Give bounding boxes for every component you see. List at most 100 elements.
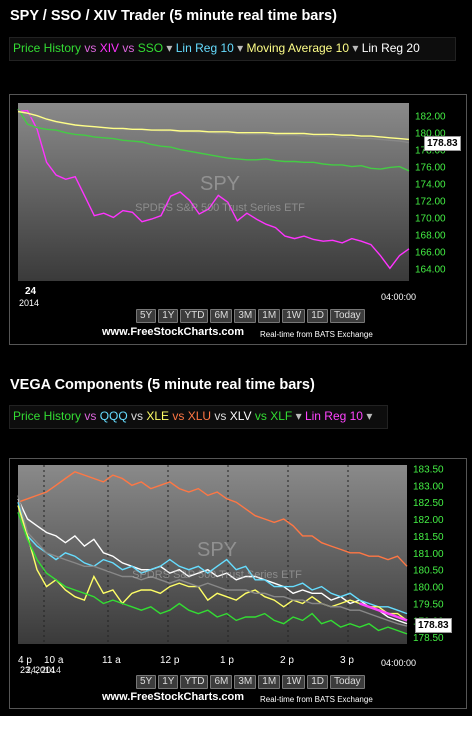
y-tick-label: 166.00: [415, 247, 446, 258]
x-tick-label: 2 p: [280, 655, 294, 666]
timeframe-button-1d[interactable]: 1D: [307, 675, 328, 689]
panel1-brand[interactable]: www.FreeStockCharts.com: [102, 326, 245, 338]
panel2-legend-item: XLE: [146, 409, 170, 423]
timeframe-button-ytd[interactable]: YTD: [180, 675, 209, 689]
panel1-legend-item: SSO: [137, 41, 164, 55]
panel1-legend-item: vs: [81, 41, 100, 55]
timeframe-button-1m[interactable]: 1M: [258, 675, 281, 689]
y-tick-label: 178.00: [415, 146, 446, 157]
panel1-legend-item: Lin Reg 20: [361, 41, 420, 55]
y-tick-label: 168.00: [415, 230, 446, 241]
panel1-legend-item: XIV: [99, 41, 120, 55]
panel2-legend-item: QQQ: [99, 409, 128, 423]
series-line-lin-reg-10: [359, 602, 408, 622]
series-line-xle: [17, 505, 408, 621]
timeframe-button-5y[interactable]: 5Y: [136, 675, 157, 689]
y-tick-label: 180.00: [413, 583, 444, 594]
y-tick-label: 182.00: [415, 112, 446, 123]
y-tick-label: 182.00: [413, 515, 444, 526]
panel2-legend-item: vs: [211, 409, 230, 423]
panel1-date-label: 24: [25, 286, 37, 297]
timeframe-button-today[interactable]: Today: [329, 309, 365, 323]
y-tick-label: 182.50: [413, 498, 444, 509]
panel2-legend-item: vs: [251, 409, 271, 423]
series-line-price-history: [17, 495, 408, 627]
panel2-legend-item: Lin Reg 10: [304, 409, 363, 423]
series-line-qqq: [17, 502, 408, 615]
series-line-sso: [17, 108, 410, 172]
panel1-legend-item: vs: [119, 41, 138, 55]
panel2-date-overlay: 23, 2014: [20, 665, 56, 675]
timeframe-button-1w[interactable]: 1W: [282, 675, 306, 689]
panel1-time-label: 04:00:00: [381, 292, 417, 302]
panel2-timeframe-bar: 5Y 1Y YTD 6M 3M 1M 1W 1D Today: [136, 675, 365, 689]
panel2-legend-item: vs: [127, 409, 147, 423]
panel2-watermark-name: SPDRS S&P 500 Trust Series ETF: [132, 569, 302, 581]
y-tick-label: 181.50: [413, 532, 444, 543]
y-tick-label: 176.00: [415, 163, 446, 174]
y-tick-label: 170.00: [415, 213, 446, 224]
timeframe-button-1y[interactable]: 1Y: [158, 309, 179, 323]
bottom-strip: [0, 716, 472, 736]
series-line-moving-average-10: [17, 110, 410, 141]
x-tick-label: 10 a: [44, 655, 64, 666]
y-tick-label: 179.50: [413, 599, 444, 610]
panel1-chart: 164.00 166.00 168.00 170.00 172.00 174.00 176.…: [9, 94, 467, 345]
timeframe-button-1d[interactable]: 1D: [307, 309, 328, 323]
timeframe-button-6m[interactable]: 6M: [210, 309, 233, 323]
panel2-brand[interactable]: www.FreeStockCharts.com: [102, 691, 245, 703]
x-tick-label: 4 p: [18, 655, 32, 666]
panel1-title: SPY / SSO / XIV Trader (5 minute real ti…: [10, 8, 337, 24]
panel1-watermark-name: SPDRS S&P 500 Trust Series ETF: [135, 202, 305, 214]
timeframe-button-3m[interactable]: 3M: [234, 675, 257, 689]
panel1-price-box: 178.83: [424, 136, 461, 151]
timeframe-button-ytd[interactable]: YTD: [180, 309, 209, 323]
timeframe-button-1m[interactable]: 1M: [258, 309, 281, 323]
timeframe-button-today[interactable]: Today: [329, 675, 365, 689]
timeframe-button-3m[interactable]: 3M: [234, 309, 257, 323]
series-line-xlv: [17, 498, 408, 625]
panel1-legend-item: Lin Reg 10: [175, 41, 234, 55]
panel2-legend-item: XLV: [229, 409, 252, 423]
panel1-timeframe-bar: 5Y 1Y YTD 6M 3M 1M 1W 1D Today: [136, 309, 365, 323]
panel1-legend-item[interactable]: ▾: [349, 41, 362, 55]
series-line-xlf: [17, 512, 408, 635]
panel2-legend-item: Price History: [13, 409, 82, 423]
panel2-date-overlay2: 24, 2014: [26, 665, 62, 675]
x-tick-label: 12 p: [160, 655, 180, 666]
panel1-year-label: 2014: [19, 298, 40, 308]
x-tick-label: 1 p: [220, 655, 234, 666]
panel1-legend-item[interactable]: ▾: [233, 41, 247, 55]
panel2-legend-item: vs: [81, 409, 100, 423]
series-line-xiv: [17, 109, 410, 270]
panel2-chart: 178.50179.00179.50180.00180.50181.00181.…: [9, 458, 467, 709]
panel2-legend-item[interactable]: ▾: [362, 409, 373, 423]
panel2-time-label: 04:00:00: [381, 658, 417, 668]
panel2-legend-item: XLF: [270, 409, 293, 423]
panel2-price-box: 178.83: [415, 618, 452, 633]
y-tick-label: 180.50: [413, 566, 444, 577]
panel2-watermark-symbol: SPY: [196, 539, 238, 561]
panel2-legend[interactable]: Price History vs QQQ vs XLE vs XLU vs XL…: [9, 405, 388, 429]
panel1-legend-item: Moving Average 10: [246, 41, 350, 55]
y-tick-label: 164.00: [415, 264, 446, 275]
x-tick-label: 11 a: [102, 655, 121, 666]
panel2-realtime-label: Real-time from BATS Exchange: [260, 695, 373, 704]
y-tick-label: 180.00: [415, 129, 446, 140]
y-tick-label: 178.50: [413, 633, 444, 644]
panel2-title: VEGA Components (5 minute real time bars…: [10, 377, 315, 393]
panel2-legend-item[interactable]: ▾: [292, 409, 305, 423]
panel1-legend-item: Price History: [13, 41, 82, 55]
timeframe-button-1w[interactable]: 1W: [282, 309, 306, 323]
panel1-watermark-symbol: SPY: [199, 173, 241, 195]
y-tick-label: 174.00: [415, 180, 446, 191]
y-tick-label: 181.00: [413, 549, 444, 560]
timeframe-button-5y[interactable]: 5Y: [136, 309, 157, 323]
panel2-legend-item: XLU: [187, 409, 212, 423]
panel1-legend[interactable]: Price History vs XIV vs SSO ▾ Lin Reg 10…: [9, 37, 456, 61]
y-tick-label: 183.00: [413, 481, 444, 492]
timeframe-button-1y[interactable]: 1Y: [158, 675, 179, 689]
panel1-legend-item[interactable]: ▾: [163, 41, 176, 55]
timeframe-button-6m[interactable]: 6M: [210, 675, 233, 689]
panel2-legend-item: vs: [169, 409, 188, 423]
